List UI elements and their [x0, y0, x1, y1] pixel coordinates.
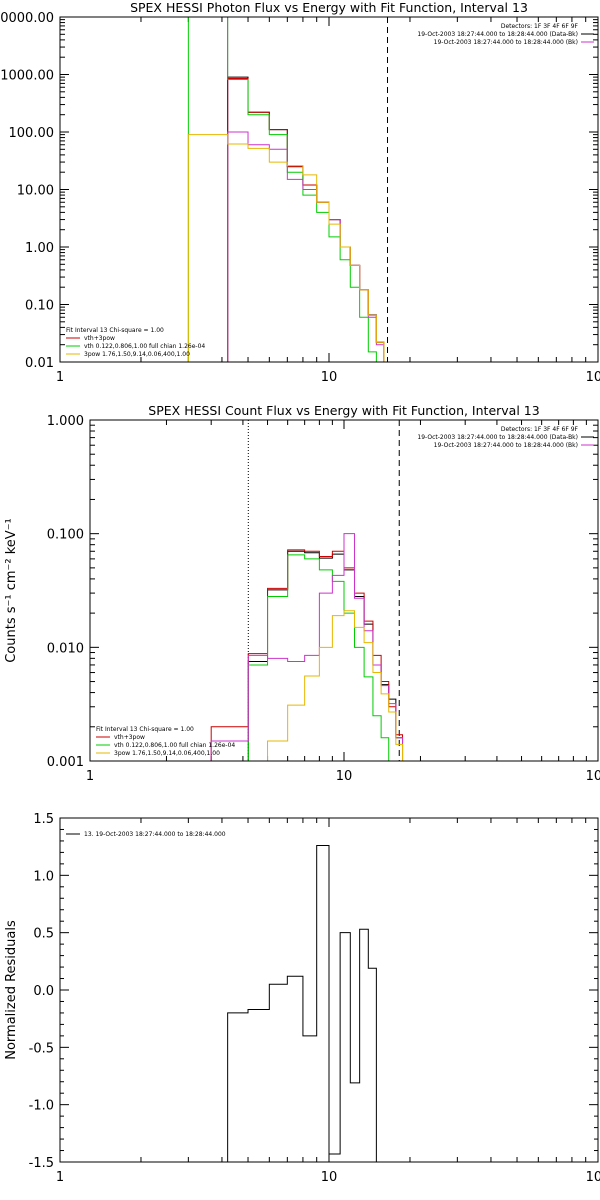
legend-right-entry: 19-Oct-2003 18:27:44.000 to 18:28:44.000… — [434, 39, 578, 46]
series-line-0 — [227, 845, 377, 1162]
x-ticks-1 — [89, 420, 587, 761]
legend-left-entry: 13. 19-Oct-2003 18:27:44.000 to 18:28:44… — [84, 831, 226, 838]
legend-left-entry: vth+3pow — [114, 734, 145, 741]
chart-title-1: SPEX HESSI Count Flux vs Energy with Fit… — [148, 403, 539, 418]
x-tick-label: 1 — [56, 1170, 64, 1185]
x-tick-label: 100 — [586, 370, 600, 385]
y-tick-label: 0.010 — [47, 641, 84, 656]
y-tick-label: 1.5 — [33, 812, 54, 827]
y-tick-label: 10.00 — [17, 184, 54, 199]
y-axis-label-1: Counts s⁻¹ cm⁻² keV⁻¹ — [4, 518, 19, 663]
series-line-0 — [227, 76, 385, 362]
series-line-1 — [227, 78, 385, 362]
series-line-3 — [227, 131, 385, 362]
x-tick-label: 100 — [586, 1170, 600, 1185]
y-tick-label: -1.5 — [29, 1156, 54, 1171]
y-tick-label: 0.5 — [33, 927, 54, 942]
legend-right-entry: 19-Oct-2003 18:27:44.000 to 18:28:44.000… — [434, 442, 578, 449]
chart-panel-1: SPEX HESSI Count Flux vs Energy with Fit… — [4, 403, 600, 784]
y-tick-label: 1.000 — [47, 414, 84, 429]
legend-right-entry: 19-Oct-2003 18:27:44.000 to 18:28:44.000… — [417, 434, 578, 441]
plot-frame — [59, 817, 599, 1163]
y-tick-label: 0.10 — [25, 299, 54, 314]
series-line-2 — [187, 17, 377, 362]
legend-left-entry: Fit Interval 13 Chi-square = 1.00 — [96, 726, 194, 733]
y-tick-label: 100.00 — [9, 126, 55, 141]
series-line-3 — [210, 533, 404, 761]
series-line-0 — [247, 550, 404, 761]
y-ticks-0 — [60, 19, 598, 363]
y-tick-label: -1.0 — [29, 1099, 54, 1114]
series-line-4 — [267, 610, 404, 761]
chart-panel-0: SPEX HESSI Photon Flux vs Energy with Fi… — [0, 0, 600, 385]
plot-frame — [89, 419, 599, 762]
x-ticks-0 — [59, 17, 587, 362]
x-tick-label: 10 — [321, 370, 338, 385]
legend-left-entry: vth 0.122,0.806,1.00 full chian 1.26e-04 — [114, 742, 235, 749]
plot-frame — [59, 16, 599, 363]
legend-left-entry: 3pow 1.76,1.50,9.14,0.06,400,1.00 — [84, 351, 190, 358]
y-tick-label: 1000.00 — [0, 69, 54, 84]
y-tick-label: 0.001 — [47, 755, 84, 770]
legend-left-entry: vth 0.122,0.806,1.00 full chian 1.26e-04 — [84, 343, 205, 350]
x-tick-label: 1 — [86, 769, 94, 784]
chart-panel-2: Normalized Residuals 1 10 100 -1.5 -1.0 -0.5 0.… — [4, 812, 600, 1185]
legend-left-entry: 3pow 1.76,1.50,9.14,0.06,400,1.00 — [114, 750, 220, 757]
y-tick-label: 0.01 — [25, 356, 54, 371]
x-ticks-2 — [59, 818, 587, 1162]
legend-right-entry: Detectors: 1F 3F 4F 6F 9F — [501, 23, 579, 30]
series-line-4 — [187, 134, 385, 362]
series-line-2 — [210, 554, 390, 761]
y-tick-label: 10000.00 — [0, 11, 54, 26]
x-tick-label: 10 — [336, 769, 353, 784]
legend-right-entry: 19-Oct-2003 18:27:44.000 to 18:28:44.000… — [417, 31, 578, 38]
chart-title-0: SPEX HESSI Photon Flux vs Energy with Fi… — [130, 0, 528, 15]
series-line-1 — [210, 549, 404, 761]
y-axis-label-2: Normalized Residuals — [4, 920, 19, 1060]
y-tick-label: 0.0 — [33, 984, 54, 999]
x-tick-label: 100 — [586, 769, 600, 784]
y-tick-label: -0.5 — [29, 1041, 54, 1056]
legend-right-entry: Detectors: 1F 3F 4F 6F 9F — [501, 426, 579, 433]
y-tick-label: 0.100 — [47, 528, 84, 543]
x-tick-label: 10 — [321, 1170, 338, 1185]
x-tick-label: 1 — [56, 370, 64, 385]
y-tick-label: 1.00 — [25, 241, 54, 256]
legend-left-entry: vth+3pow — [84, 335, 115, 342]
legend-left-entry: Fit Interval 13 Chi-square = 1.00 — [66, 327, 164, 334]
y-tick-label: 1.0 — [33, 869, 54, 884]
